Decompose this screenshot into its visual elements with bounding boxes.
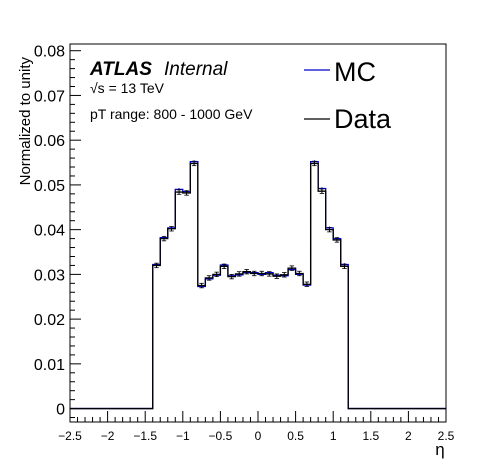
energy-label: √s = 13 TeV bbox=[90, 80, 165, 96]
x-tick-label: 2.5 bbox=[438, 429, 455, 443]
y-tick-label: 0.03 bbox=[34, 267, 65, 284]
y-tick-label: 0.02 bbox=[34, 312, 65, 329]
y-axis: 0 0.01 0.02 0.03 0.04 0.05 0.06 0.07 0.08 bbox=[34, 44, 81, 419]
internal-label: Internal bbox=[164, 59, 228, 80]
x-axis-label: η bbox=[435, 440, 444, 459]
data-series-line bbox=[70, 162, 446, 410]
x-tick-label: −1 bbox=[176, 429, 190, 443]
x-tick-label: 2 bbox=[405, 429, 412, 443]
x-axis: −2.5 −2 −1.5 −1 −0.5 0 0.5 1 1.5 2 2.5 bbox=[58, 411, 455, 443]
x-tick-label: 0.5 bbox=[287, 429, 304, 443]
y-tick-label: 0.08 bbox=[34, 44, 65, 61]
legend: MC Data bbox=[304, 57, 392, 134]
y-tick-label: 0.04 bbox=[34, 223, 65, 240]
x-tick-label: 1.5 bbox=[362, 429, 379, 443]
x-tick-label: 0 bbox=[255, 429, 262, 443]
x-tick-label: −1.5 bbox=[133, 429, 157, 443]
y-tick-label: 0.05 bbox=[34, 178, 65, 195]
y-tick-label: 0.06 bbox=[34, 133, 65, 150]
y-tick-label: 0.01 bbox=[34, 357, 65, 374]
atlas-label: ATLAS bbox=[89, 59, 152, 80]
pt-range-label: pT range: 800 - 1000 GeV bbox=[90, 106, 253, 122]
series-layer bbox=[70, 160, 446, 410]
legend-data-label: Data bbox=[334, 104, 392, 134]
x-tick-label: −0.5 bbox=[209, 429, 233, 443]
y-axis-label: Normalized to unity bbox=[17, 57, 34, 186]
y-tick-label: 0.07 bbox=[34, 88, 65, 105]
x-tick-label: −2 bbox=[101, 429, 115, 443]
x-tick-label: −2.5 bbox=[58, 429, 82, 443]
y-tick-label: 0 bbox=[56, 402, 65, 419]
x-tick-label: 1 bbox=[330, 429, 337, 443]
legend-mc-label: MC bbox=[334, 57, 376, 87]
